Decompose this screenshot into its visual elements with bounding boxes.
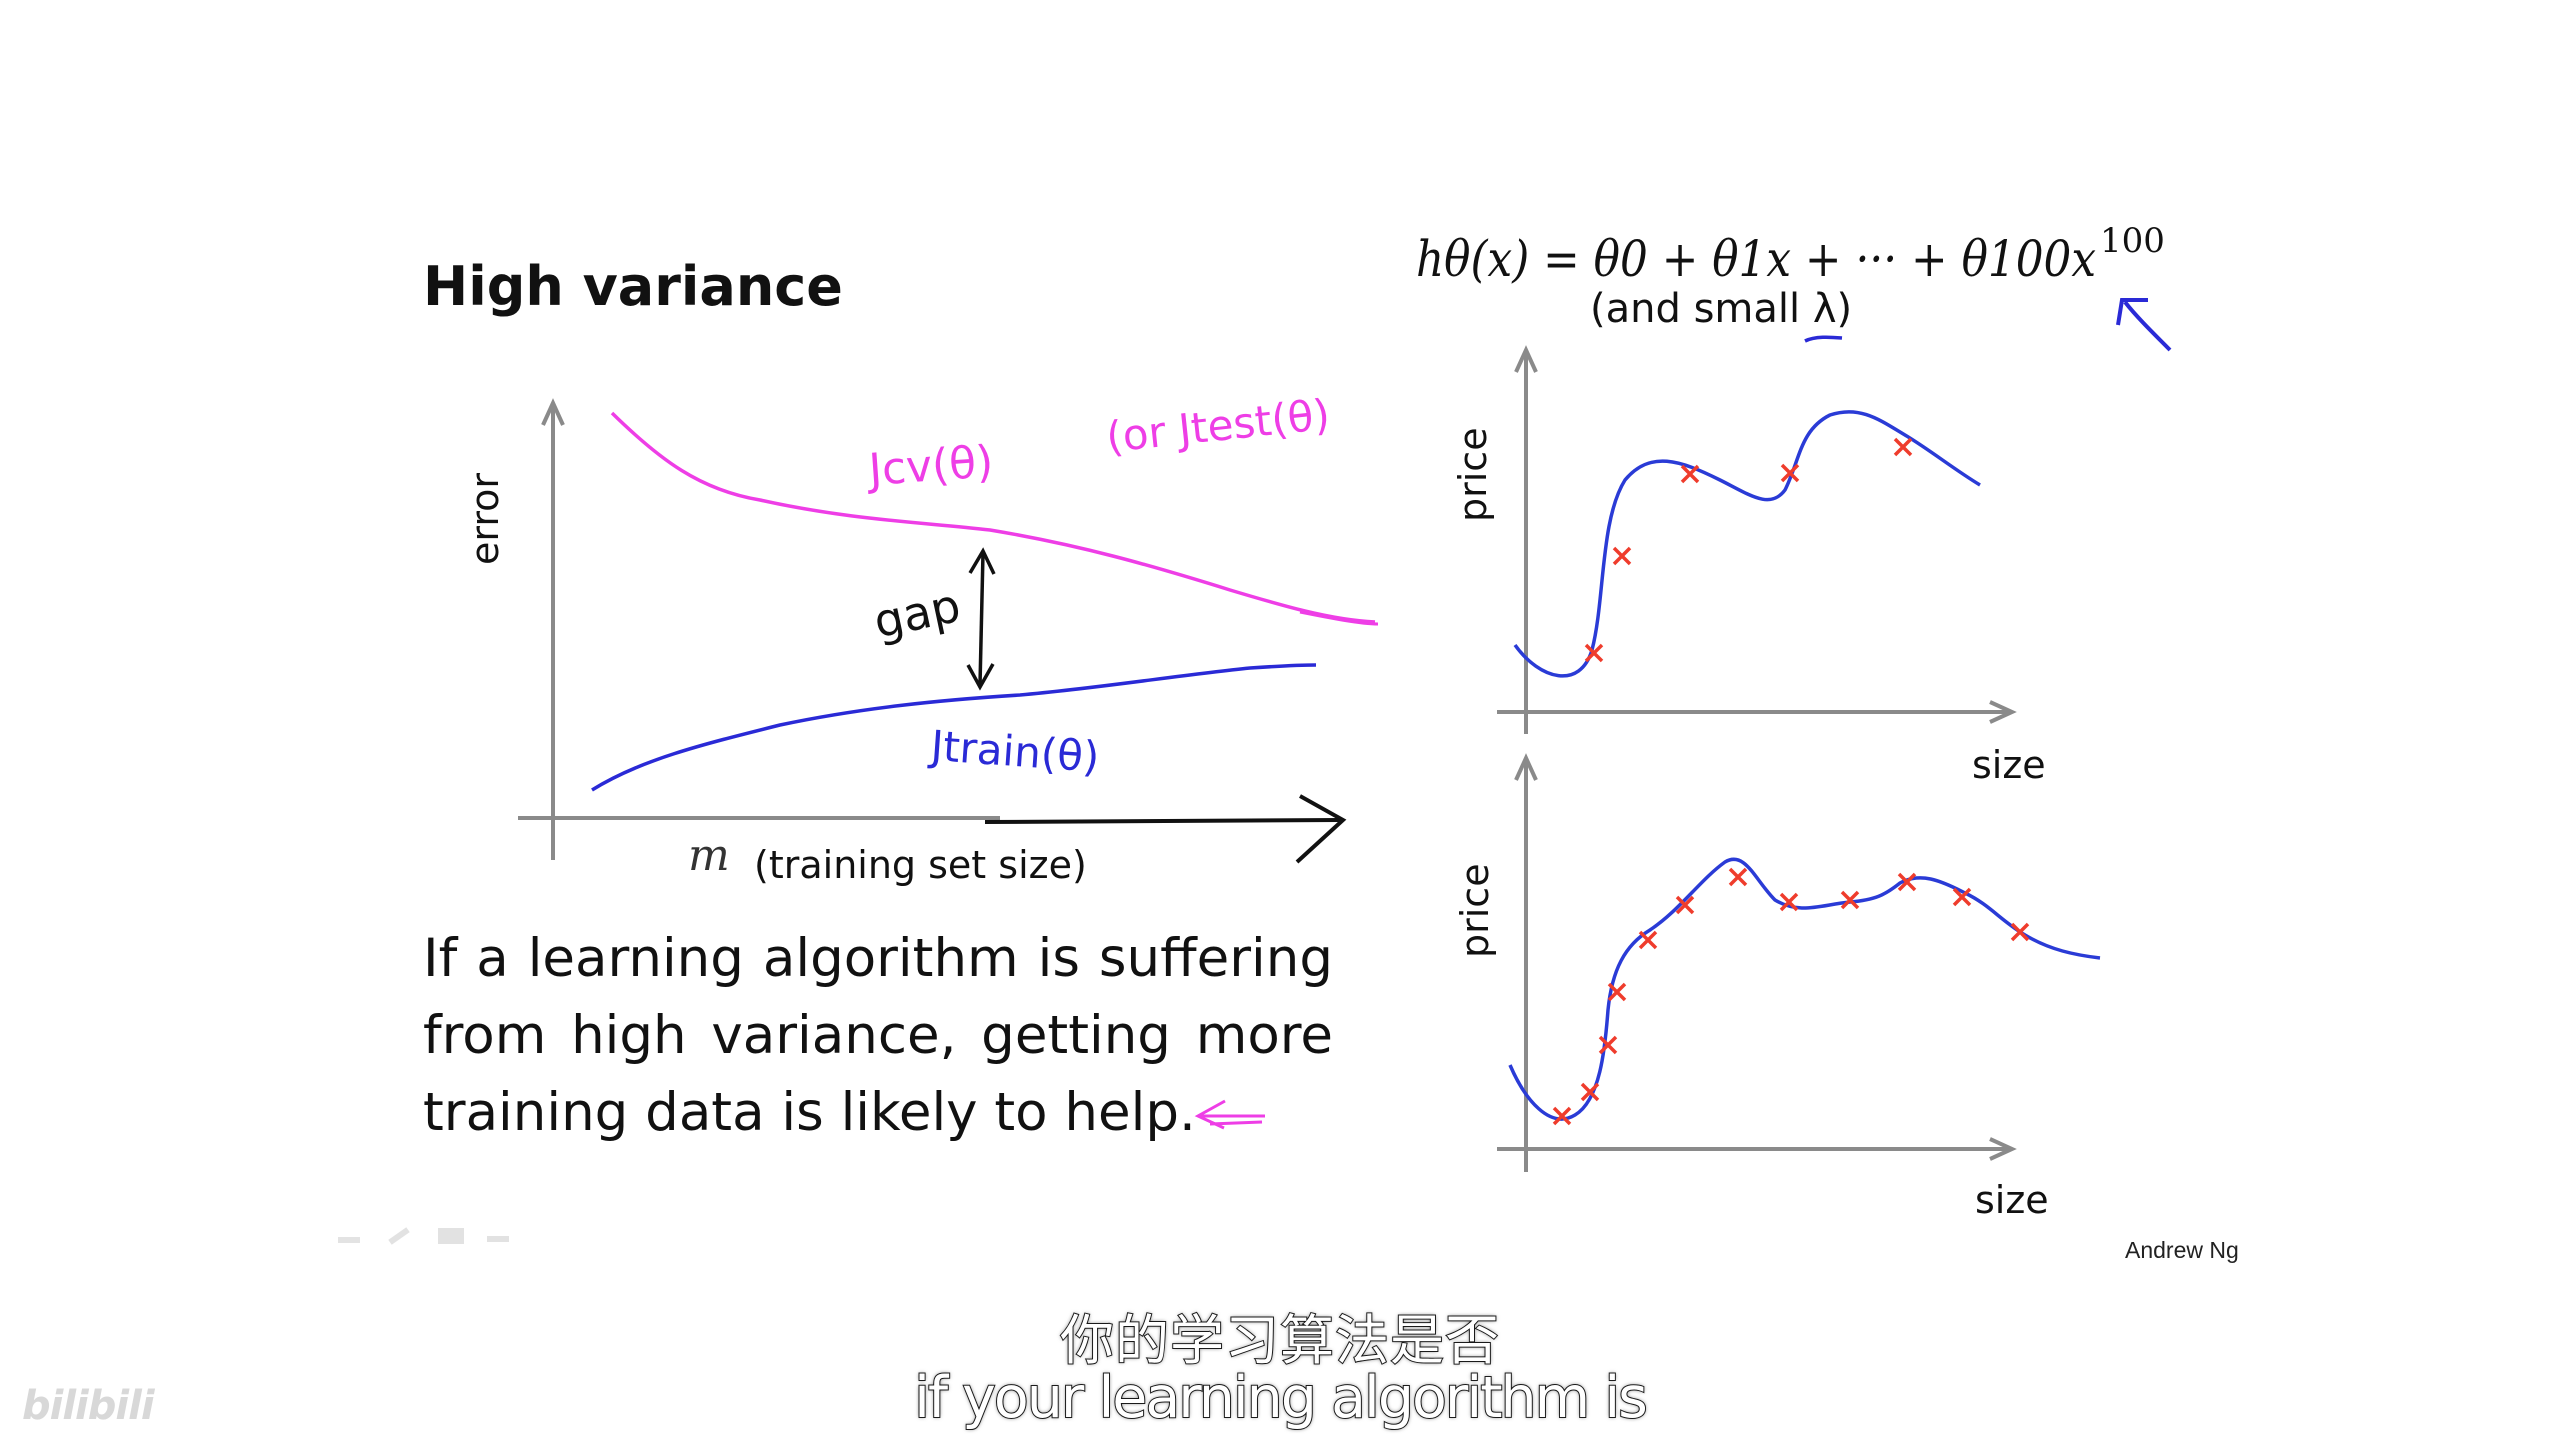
gap-arrowhead-bottom <box>966 663 995 691</box>
fit-plot-top-ylabel: price <box>1451 427 1495 522</box>
train-curve-label: Jtrain(θ) <box>926 721 1101 782</box>
data-point-marker <box>1728 867 1748 887</box>
fit-plot-bottom-ylabel: price <box>1453 863 1497 958</box>
conclusion-text: If a learning algorithm is suffering fro… <box>423 920 1333 1151</box>
gap-label: gap <box>869 578 965 649</box>
author-credit: Andrew Ng <box>2125 1237 2239 1263</box>
cv-error-curve-tail <box>1299 610 1379 626</box>
data-points-top <box>1584 437 1913 663</box>
small-lambda-note: (and small λ) <box>1590 286 1852 332</box>
data-point-marker <box>1952 887 1972 907</box>
learning-curve-plot <box>518 398 1379 1130</box>
data-point-marker <box>1680 464 1700 484</box>
conclusion-line-1: If a learning algorithm is suffering <box>423 928 1333 989</box>
or-test-label: (or Jtest(θ) <box>1104 390 1332 462</box>
fit-plot-bottom-xlabel: size <box>1975 1178 2049 1222</box>
bilibili-watermark: bilibili <box>22 1383 155 1429</box>
data-point-marker <box>1780 463 1800 483</box>
hypothesis-formula: hθ(x) = θ0 + θ1x + ··· + θ100x <box>1416 230 2096 288</box>
error-axis-label: error <box>463 473 507 565</box>
data-point-marker <box>1779 892 1799 912</box>
train-error-curve <box>591 663 1317 792</box>
data-point-marker <box>1840 890 1860 910</box>
fit-plot-top-xlabel: size <box>1972 743 2046 787</box>
slide-title: High variance <box>423 255 843 318</box>
gap-arrow <box>978 552 985 686</box>
gap-arrowhead-top <box>968 547 996 575</box>
data-point-marker <box>2010 922 2030 942</box>
fit-plot-bottom-x-arrowhead <box>1989 1137 2017 1161</box>
data-points-bottom <box>1552 867 2030 1126</box>
hypothesis-exponent: 100 <box>2100 221 2165 261</box>
fit-curve-bottom <box>1508 857 2101 1121</box>
conclusion-line-2: from high variance, getting more <box>423 1005 1333 1066</box>
fit-plot-top-y-arrowhead <box>1514 345 1538 373</box>
pen-icon <box>388 1227 410 1245</box>
data-point-marker <box>1638 930 1658 950</box>
subtitle-chinese: 你的学习算法是否 <box>1059 1308 1500 1373</box>
data-point-marker <box>1584 643 1604 663</box>
fit-plot-bottom <box>1497 753 2101 1172</box>
fit-plot-top <box>1497 345 2017 734</box>
data-point-marker <box>1675 895 1695 915</box>
degree-pointer-arrow <box>2116 298 2172 352</box>
data-point-marker <box>1897 872 1917 892</box>
m-variable-label: m <box>688 830 730 881</box>
data-point-marker <box>1893 437 1913 457</box>
data-point-marker <box>1580 1082 1600 1102</box>
fit-curve-top <box>1513 410 1981 678</box>
cv-error-curve <box>610 411 1376 624</box>
error-axis-arrowhead <box>541 398 565 426</box>
emphasis-arrow <box>1194 1099 1265 1130</box>
faded-toolbar-icons <box>338 1227 509 1245</box>
m-axis-hand-arrow <box>984 818 1341 824</box>
fit-plot-bottom-y-arrowhead <box>1514 753 1538 781</box>
data-point-marker <box>1607 982 1627 1002</box>
fit-plot-top-x-arrowhead <box>1989 700 2017 724</box>
m-axis-hand-arrowhead <box>1295 794 1347 864</box>
more-icon <box>487 1236 509 1242</box>
data-point-marker <box>1612 546 1632 566</box>
lambda-underline <box>1804 335 1843 343</box>
data-point-marker <box>1598 1035 1618 1055</box>
conclusion-line-3: training data is likely to help. <box>423 1082 1196 1143</box>
training-set-size-label: (training set size) <box>754 843 1087 887</box>
cv-curve-label: Jcv(θ) <box>864 436 995 496</box>
back-icon <box>338 1237 360 1243</box>
screen-icon <box>438 1228 464 1244</box>
subtitle-english: if your learning algorithm is <box>913 1364 1649 1432</box>
data-point-marker <box>1552 1106 1572 1126</box>
